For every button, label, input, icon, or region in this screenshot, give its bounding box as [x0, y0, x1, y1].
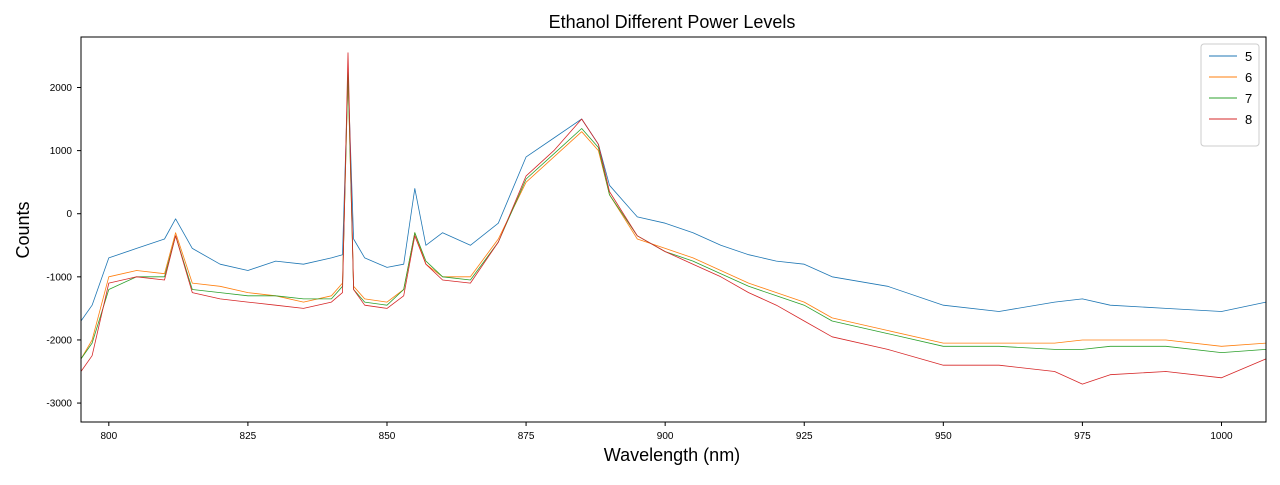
y-tick-label: 1000	[50, 146, 73, 157]
plot-area	[80, 52, 1267, 385]
plot-frame	[80, 36, 1267, 423]
y-axis: -3000 -2000 -1000 0 1000 2000	[46, 83, 81, 410]
x-tick-label: 850	[379, 431, 396, 442]
legend-box	[1200, 43, 1260, 147]
legend-label-7: 7	[1245, 91, 1252, 106]
y-tick-label: 2000	[50, 83, 73, 94]
y-tick-label: 0	[66, 209, 72, 220]
series-line-5	[80, 74, 1267, 322]
x-tick-label: 925	[796, 431, 813, 442]
x-tick-label: 800	[100, 431, 117, 442]
legend-label-6: 6	[1245, 70, 1252, 85]
x-axis: 800 825 850 875 900 925 950 975 1000	[100, 422, 1233, 442]
x-axis-label: Wavelength (nm)	[604, 445, 740, 465]
legend-label-5: 5	[1245, 49, 1252, 64]
series-line-6	[80, 74, 1267, 360]
legend: 5 6 7 8	[1200, 43, 1260, 147]
x-tick-label: 900	[657, 431, 674, 442]
x-tick-label: 975	[1074, 431, 1091, 442]
y-axis-label: Counts	[13, 201, 33, 258]
series-line-8	[80, 52, 1267, 385]
series-line-7	[80, 71, 1267, 360]
x-tick-label: 1000	[1210, 431, 1233, 442]
x-tick-label: 875	[518, 431, 535, 442]
y-tick-label: -3000	[46, 399, 72, 410]
y-tick-label: -1000	[46, 272, 72, 283]
y-tick-label: -2000	[46, 335, 72, 346]
x-tick-label: 825	[240, 431, 257, 442]
x-tick-label: 950	[935, 431, 952, 442]
chart-title: Ethanol Different Power Levels	[549, 12, 796, 32]
legend-label-8: 8	[1245, 112, 1252, 127]
